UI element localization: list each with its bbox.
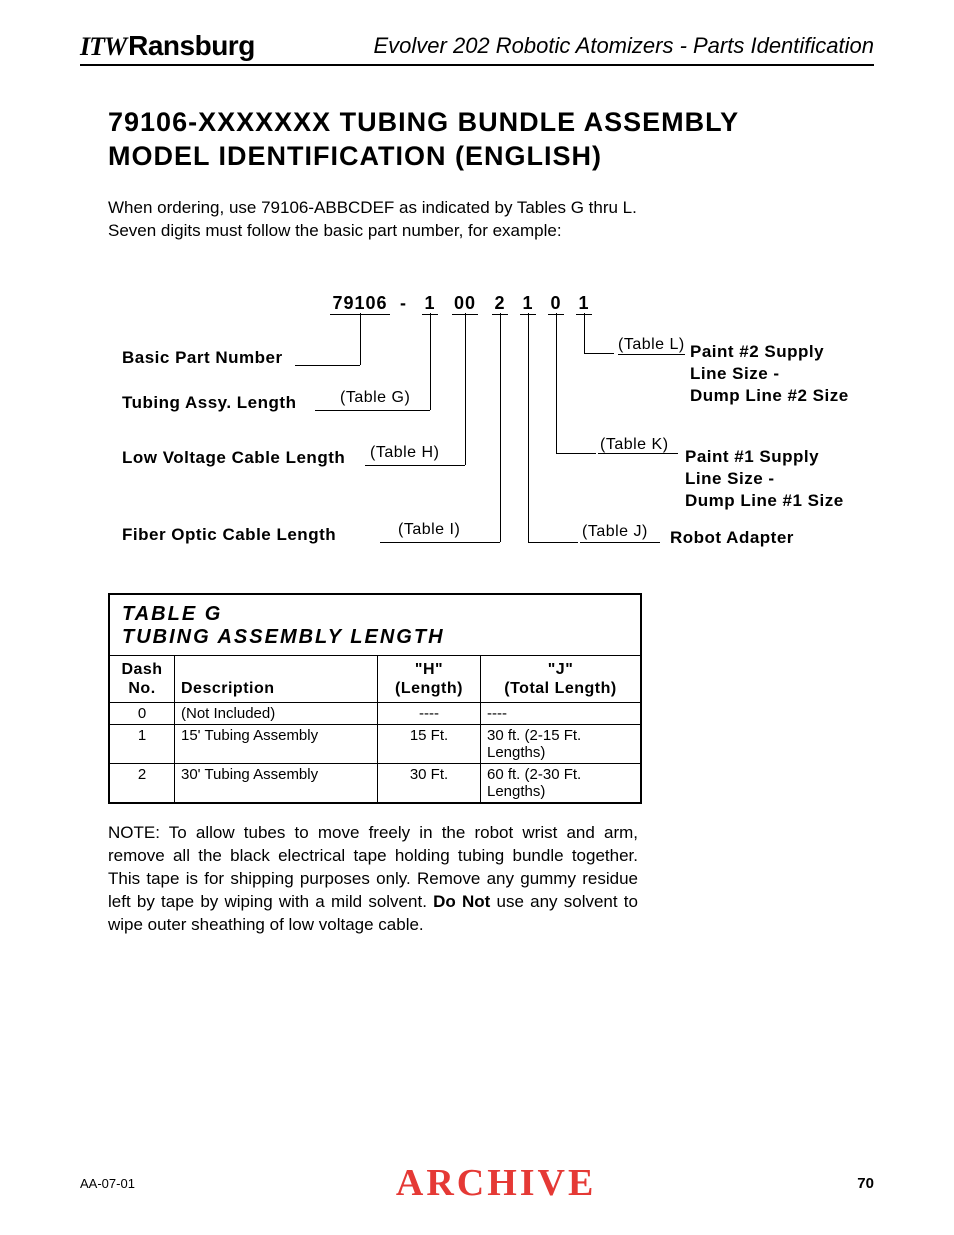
label-fiber: Fiber Optic Cable Length [122,525,336,544]
paint1-l3: Dump Line #1 Size [685,491,844,510]
part-number-diagram: 79106 - 1 00 2 1 0 1 Basic Part Number T… [80,293,874,563]
ref-table-i: (Table I) [398,521,460,539]
pn-dash: - [400,293,407,314]
ref-table-l: (Table L) [618,336,685,355]
table-g: TABLE G TUBING ASSEMBLY LENGTH DashNo. D… [108,593,642,804]
table-row: 0 (Not Included) ---- ---- [110,702,640,724]
intro-text: When ordering, use 79106-ABBCDEF as indi… [108,196,874,244]
ref-table-j: (Table J) [582,523,648,541]
footer-doc-id: AA-07-01 [80,1176,135,1191]
table-g-title-1: TABLE G [122,603,628,626]
pn-bb: 00 [452,293,478,315]
paint2-l1: Paint #2 Supply [690,342,824,361]
logo-main: Ransburg [128,30,255,62]
page-title: 79106-XXXXXXX TUBING BUNDLE ASSEMBLY MOD… [108,106,874,174]
paint1-l1: Paint #1 Supply [685,447,819,466]
label-paint1: Paint #1 Supply Line Size - Dump Line #1… [685,446,844,512]
footer-archive: ARCHIVE [396,1161,596,1205]
logo: ITW Ransburg [80,30,255,62]
note-bold: Do Not [433,892,490,911]
title-line-2: MODEL IDENTIFICATION (ENGLISH) [108,141,602,171]
header-subtitle: Evolver 202 Robotic Atomizers - Parts Id… [373,33,874,59]
page-header: ITW Ransburg Evolver 202 Robotic Atomize… [80,30,874,66]
title-line-1: 79106-XXXXXXX TUBING BUNDLE ASSEMBLY [108,107,739,137]
table-g-header: DashNo. Description "H"(Length) "J"(Tota… [110,655,640,702]
label-lowv: Low Voltage Cable Length [122,448,345,467]
pn-base: 79106 [330,293,390,315]
intro-line-1: When ordering, use 79106-ABBCDEF as indi… [108,198,637,217]
page-footer: AA-07-01 ARCHIVE 70 [80,1161,874,1205]
label-paint2: Paint #2 Supply Line Size - Dump Line #2… [690,341,849,407]
ref-table-k: (Table K) [600,436,669,454]
note-text: NOTE: To allow tubes to move freely in t… [108,822,638,937]
pn-e: 0 [548,293,564,315]
paint2-l3: Dump Line #2 Size [690,386,849,405]
intro-line-2: Seven digits must follow the basic part … [108,221,562,240]
table-g-title: TABLE G TUBING ASSEMBLY LENGTH [110,595,640,655]
table-row: 1 15' Tubing Assembly 15 Ft. 30 ft. (2-1… [110,724,640,763]
paint2-l2: Line Size - [690,364,780,383]
table-row: 2 30' Tubing Assembly 30 Ft. 60 ft. (2-3… [110,763,640,802]
pn-c: 2 [492,293,508,315]
logo-prefix: ITW [80,32,126,62]
label-tubing: Tubing Assy. Length [122,393,296,412]
footer-page-number: 70 [857,1175,874,1192]
pn-a: 1 [422,293,438,315]
paint1-l2: Line Size - [685,469,775,488]
pn-d: 1 [520,293,536,315]
label-robot-adapter: Robot Adapter [670,527,794,549]
pn-f: 1 [576,293,592,315]
ref-table-h: (Table H) [370,444,439,462]
label-basic: Basic Part Number [122,348,283,367]
table-g-title-2: TUBING ASSEMBLY LENGTH [122,626,445,648]
ref-table-g: (Table G) [340,389,410,407]
